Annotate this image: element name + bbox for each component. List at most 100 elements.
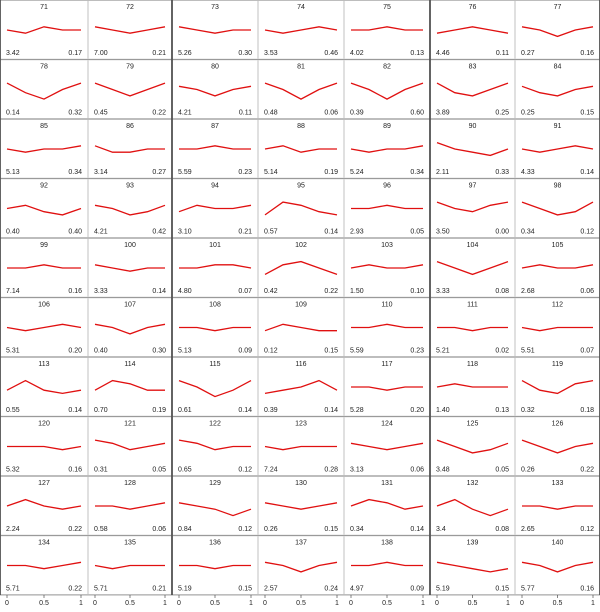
panel-right-value: 0.27 bbox=[152, 169, 166, 176]
panel-left-value: 0.39 bbox=[350, 109, 364, 116]
model-curve bbox=[264, 323, 337, 332]
panel-left-value: 0.40 bbox=[6, 228, 20, 235]
panel-label: 77 bbox=[554, 4, 562, 11]
panel-right-value: 0.15 bbox=[238, 585, 252, 592]
model-curve bbox=[264, 379, 338, 395]
panel-right-value: 0.18 bbox=[580, 407, 594, 414]
panel-label: 81 bbox=[297, 63, 305, 70]
panel-label: 110 bbox=[381, 301, 392, 308]
model-curve bbox=[6, 145, 82, 153]
panel-right-value: 0.30 bbox=[238, 50, 252, 57]
panel-right-value: 0.15 bbox=[324, 347, 338, 354]
panel-label: 78 bbox=[40, 63, 48, 70]
x-tick-label: 1 bbox=[335, 600, 339, 607]
panel-label: 105 bbox=[552, 242, 564, 249]
panel-label: 99 bbox=[40, 242, 48, 249]
panel-left-value: 5.59 bbox=[350, 347, 364, 354]
panel-label: 114 bbox=[124, 361, 135, 368]
model-curve bbox=[264, 561, 338, 573]
x-tick-label: 0.5 bbox=[210, 600, 220, 607]
panel-label: 134 bbox=[38, 539, 50, 546]
panel-left-value: 3.10 bbox=[178, 228, 192, 235]
model-curve bbox=[436, 260, 509, 276]
panel-right-value: 0.07 bbox=[580, 347, 594, 354]
panel-left-value: 0.34 bbox=[521, 228, 535, 235]
model-curve bbox=[6, 204, 82, 216]
model-curve bbox=[94, 204, 166, 216]
model-curve bbox=[178, 26, 251, 34]
model-curve bbox=[6, 82, 82, 100]
panel-label: 124 bbox=[381, 420, 393, 427]
panel-right-value: 0.22 bbox=[68, 585, 82, 592]
panel-label: 136 bbox=[209, 539, 221, 546]
model-curve bbox=[179, 326, 251, 332]
panel-left-value: 0.57 bbox=[264, 228, 278, 235]
panel-label: 139 bbox=[467, 539, 479, 546]
panel-label: 115 bbox=[209, 361, 220, 368]
panel-right-value: 0.15 bbox=[580, 109, 594, 116]
panel-left-value: 5.71 bbox=[94, 585, 108, 592]
model-curve bbox=[94, 26, 166, 34]
model-curve bbox=[436, 82, 509, 97]
model-curve bbox=[521, 326, 593, 332]
panel-left-value: 1.50 bbox=[350, 288, 364, 295]
panel-right-value: 0.14 bbox=[410, 526, 424, 533]
panel-label: 85 bbox=[40, 123, 48, 130]
panel-right-value: 0.20 bbox=[410, 407, 424, 414]
panel-label: 86 bbox=[126, 123, 134, 130]
panel-label: 97 bbox=[469, 182, 477, 189]
panel-left-value: 5.26 bbox=[178, 50, 192, 57]
panel-label: 131 bbox=[381, 480, 393, 487]
model-curve bbox=[436, 439, 509, 454]
panel-label: 75 bbox=[383, 4, 391, 11]
panel-right-value: 0.15 bbox=[324, 526, 338, 533]
panel-label: 125 bbox=[467, 420, 479, 427]
panel-right-value: 0.13 bbox=[495, 407, 509, 414]
panel-left-value: 5.77 bbox=[521, 585, 535, 592]
model-curve bbox=[351, 323, 423, 329]
x-tick-label: 0 bbox=[349, 600, 353, 607]
panel-left-value: 5.19 bbox=[436, 585, 450, 592]
panel-label: 120 bbox=[38, 420, 50, 427]
panel-label: 122 bbox=[209, 420, 221, 427]
panel-label: 71 bbox=[40, 4, 48, 11]
panel-left-value: 4.02 bbox=[350, 50, 364, 57]
panel-right-value: 0.06 bbox=[324, 109, 338, 116]
model-curve bbox=[264, 260, 338, 276]
panel-left-value: 7.24 bbox=[264, 466, 278, 473]
panel-right-value: 0.14 bbox=[324, 407, 338, 414]
panel-label: 129 bbox=[209, 480, 221, 487]
model-curve bbox=[95, 502, 166, 510]
panel-right-value: 0.28 bbox=[324, 466, 338, 473]
panel-left-value: 5.19 bbox=[178, 585, 192, 592]
panel-right-value: 0.14 bbox=[152, 288, 166, 295]
panel-left-value: 4.80 bbox=[178, 288, 192, 295]
model-curve bbox=[7, 445, 82, 451]
panel-label: 72 bbox=[126, 4, 134, 11]
model-curve bbox=[521, 439, 594, 454]
panel-left-value: 0.26 bbox=[264, 526, 278, 533]
panel-left-value: 4.97 bbox=[350, 585, 364, 592]
model-curve bbox=[350, 264, 424, 269]
model-curve bbox=[521, 26, 594, 38]
x-tick-label: 1 bbox=[591, 600, 595, 607]
panel-right-value: 0.22 bbox=[580, 466, 594, 473]
panel-left-value: 5.31 bbox=[6, 347, 20, 354]
model-curve bbox=[6, 379, 82, 395]
panel-label: 111 bbox=[467, 301, 478, 308]
x-tick-label: 0.5 bbox=[39, 600, 49, 607]
panel-right-value: 0.19 bbox=[324, 169, 338, 176]
x-tick-label: 0 bbox=[520, 600, 524, 607]
panel-frame bbox=[258, 535, 344, 595]
panel-left-value: 5.28 bbox=[350, 407, 364, 414]
panel-label: 107 bbox=[124, 301, 136, 308]
panel-left-value: 4.21 bbox=[178, 109, 192, 116]
model-curve bbox=[264, 502, 338, 510]
panel-label: 132 bbox=[467, 480, 479, 487]
panel-label: 116 bbox=[295, 361, 306, 368]
panel-frame bbox=[258, 416, 344, 476]
panel-label: 92 bbox=[40, 182, 48, 189]
model-curve bbox=[350, 442, 424, 451]
panel-label: 82 bbox=[383, 63, 391, 70]
